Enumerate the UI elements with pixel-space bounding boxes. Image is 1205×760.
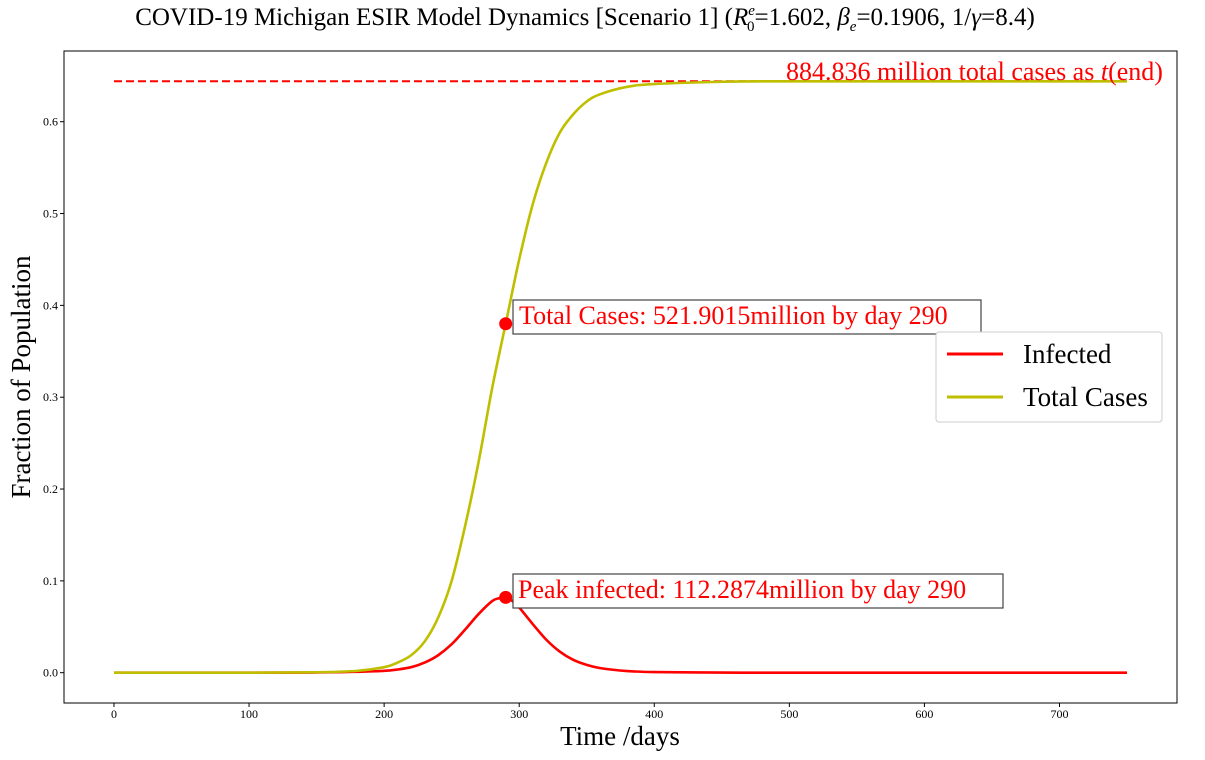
y-axis-ticks: 0.0 0.1 0.2 0.3 0.4 0.5 0.6 [43,115,64,680]
x-tick-label: 0 [111,707,117,721]
annotation-marker [499,590,513,604]
y-tick-label: 0.5 [43,207,58,221]
x-tick-label: 200 [375,707,393,721]
x-axis-label: Time /days [560,721,680,751]
x-tick-label: 600 [915,707,933,721]
x-tick-label: 400 [645,707,663,721]
chart-title: COVID-19 Michigan ESIR Model Dynamics [S… [135,3,1035,35]
annotation-marker [499,317,513,331]
annotation-markers [499,317,513,604]
y-tick-label: 0.3 [43,390,58,404]
y-tick-label: 0.6 [43,115,58,129]
y-tick-label: 0.0 [43,666,58,680]
svg-text:884.836 million total cases as: 884.836 million total cases as t(end) [786,57,1163,86]
end-total-annotation: 884.836 million total cases as t(end) [786,57,1163,86]
svg-text:Peak infected: 112.2874million: Peak infected: 112.2874million by day 29… [518,575,966,604]
legend-label-infected: Infected [1023,339,1112,369]
x-tick-label: 100 [240,707,258,721]
plot-area-frame [63,50,1178,704]
y-axis-label: Fraction of Population [6,255,36,498]
y-tick-label: 0.2 [43,482,58,496]
legend: Infected Total Cases [935,331,1163,423]
svg-text:Total Cases: 521.9015million b: Total Cases: 521.9015million by day 290 [519,301,948,330]
y-tick-label: 0.1 [43,574,58,588]
x-axis-ticks: 0 100 200 300 400 500 600 700 [111,703,1068,721]
peak-infected-annotation: Peak infected: 112.2874million by day 29… [512,573,1004,609]
y-tick-label: 0.4 [43,298,58,312]
series-line-total-cases [113,79,1128,675]
x-tick-label: 300 [510,707,528,721]
total-cases-annotation: Total Cases: 521.9015million by day 290 [512,299,982,335]
legend-label-total-cases: Total Cases [1023,382,1148,412]
x-tick-label: 500 [780,707,798,721]
x-tick-label: 700 [1050,707,1068,721]
